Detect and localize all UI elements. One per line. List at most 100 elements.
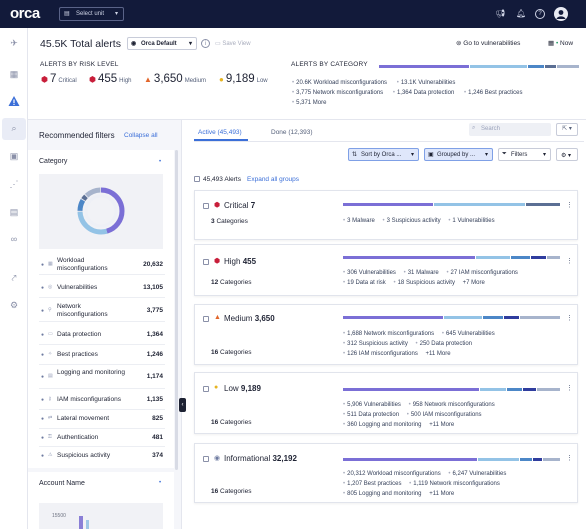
breakdown-item[interactable]: • 1,207 Best practices xyxy=(343,481,402,487)
breakdown-item[interactable]: • 3 Suspicious activity xyxy=(382,218,441,224)
view-select[interactable]: ◉ Orca Default ▾ xyxy=(127,37,197,50)
sort-select[interactable]: ⇅ Sort by Orca ... ▾ xyxy=(348,148,419,161)
filters-select[interactable]: ⏷ Filters ▾ xyxy=(498,148,551,161)
more-link[interactable]: +7 More xyxy=(462,280,485,286)
group-checkbox[interactable] xyxy=(203,203,209,209)
breakdown-item[interactable]: • 511 Data protection xyxy=(343,412,400,418)
breakdown-item[interactable]: • 126 IAM misconfigurations xyxy=(343,351,418,357)
search-icon[interactable]: ⌕ xyxy=(11,123,17,133)
select-all-checkbox[interactable] xyxy=(194,176,200,182)
filter-row[interactable]: ● ◎ Vulnerabilities 13,105 xyxy=(39,278,165,298)
more-options-icon[interactable]: ⋮ xyxy=(566,385,573,392)
breakdown-item[interactable]: • 1,688 Network misconfigurations xyxy=(343,331,435,337)
group-checkbox[interactable] xyxy=(203,259,209,265)
breakdown-item[interactable]: • 500 IAM misconfigurations xyxy=(406,412,482,418)
group-select[interactable]: ▣ Grouped by ... ▾ xyxy=(424,148,493,161)
more-link[interactable]: +11 More xyxy=(429,491,455,497)
expand-all-link[interactable]: Expand all groups xyxy=(247,176,300,183)
filter-row[interactable]: ● ▤ Logging and monitoring 1,174 xyxy=(39,365,165,389)
breakdown-item[interactable]: • 6,247 Vulnerabilities xyxy=(448,471,507,477)
category-legend-item[interactable]: • 5,371 More xyxy=(292,100,327,106)
group-checkbox[interactable] xyxy=(203,456,209,462)
help-icon[interactable]: ? xyxy=(535,9,545,19)
breakdown-item[interactable]: • 312 Suspicious activity xyxy=(343,341,408,347)
tab-done[interactable]: Done (12,393) xyxy=(271,129,313,136)
category-legend-item[interactable]: • 3,775 Network misconfigurations xyxy=(292,90,384,96)
settings-select[interactable]: ⚙ ▾ xyxy=(556,148,578,161)
orca-logo[interactable]: orca xyxy=(10,5,40,22)
search-input[interactable]: ⌕ Search xyxy=(469,123,551,136)
inventory-icon[interactable]: ▣ xyxy=(9,151,19,161)
integrations-icon[interactable]: ⤤ xyxy=(11,273,17,283)
risk-low[interactable]: ● 9,189 Low xyxy=(219,73,268,85)
compliance-icon[interactable]: ▤ xyxy=(9,207,19,217)
severity-group-medium[interactable]: ▲ Medium 3,650 16 Categories • 1,688 Netw… xyxy=(194,304,578,365)
megaphone-icon[interactable]: 📢︎ xyxy=(495,9,506,18)
filter-row[interactable]: ● ⚲ Network misconfigurations 3,775 xyxy=(39,300,165,322)
graph-icon[interactable]: ⋰ xyxy=(9,179,19,189)
breakdown-item[interactable]: • 805 Logging and monitoring xyxy=(343,491,422,497)
breakdown-item[interactable]: • 958 Network misconfigurations xyxy=(408,402,495,408)
severity-group-high[interactable]: ⬢ High 455 12 Categories • 306 Vulnerabil… xyxy=(194,244,578,296)
alerts-icon[interactable] xyxy=(7,94,21,108)
more-options-icon[interactable]: ⋮ xyxy=(566,315,573,322)
goto-vulnerabilities-link[interactable]: ⊚ Go to vulnerabilities xyxy=(456,39,520,47)
risk-critical[interactable]: ⬢ 7 Critical xyxy=(41,73,77,85)
breakdown-item[interactable]: • 645 Vulnerabilities xyxy=(441,331,495,337)
more-options-icon[interactable]: ⋮ xyxy=(566,202,573,209)
group-checkbox[interactable] xyxy=(203,386,209,392)
breakdown-item[interactable]: • 19 Data at risk xyxy=(343,280,386,286)
risk-high[interactable]: ⬢ 455 High xyxy=(89,73,132,85)
rocket-icon[interactable]: ✈ xyxy=(10,38,18,48)
filter-row[interactable]: ● ▭ Data protection 1,364 xyxy=(39,325,165,345)
breakdown-item[interactable]: • 3 Malware xyxy=(343,218,375,224)
breakdown-item[interactable]: • 27 IAM misconfigurations xyxy=(446,270,518,276)
more-options-icon[interactable]: ⋮ xyxy=(566,258,573,265)
filter-row[interactable]: ● ⚠ Suspicious activity 374 xyxy=(39,447,165,465)
category-legend-item[interactable]: • 13.1K Vulnerabilities xyxy=(396,80,456,86)
tab-active[interactable]: Active (45,493) xyxy=(198,129,242,136)
account-bar[interactable] xyxy=(79,516,83,529)
breakdown-item[interactable]: • 18 Suspicious activity xyxy=(393,280,455,286)
risk-medium[interactable]: ▲ 3,650 Medium xyxy=(144,73,206,85)
more-link[interactable]: +11 More xyxy=(429,422,455,428)
time-range-selector[interactable]: ▦ • Now xyxy=(548,39,573,47)
filter-row[interactable]: ● ⚿ Authentication 481 xyxy=(39,429,165,447)
bell-icon[interactable]: 🔔︎ xyxy=(516,9,527,18)
account-bar[interactable] xyxy=(86,520,89,529)
severity-group-informational[interactable]: ◉ Informational 32,192 16 Categories • 20… xyxy=(194,443,578,503)
export-button[interactable]: ⇱ ▾ xyxy=(556,123,578,136)
collapse-all-link[interactable]: Collapse all xyxy=(124,132,158,139)
category-legend-item[interactable]: • 1,364 Data protection xyxy=(392,90,455,96)
breakdown-item[interactable]: • 31 Malware xyxy=(403,270,439,276)
breakdown-item[interactable]: • 250 Data protection xyxy=(415,341,473,347)
info-icon[interactable]: i xyxy=(201,39,210,48)
settings-icon[interactable]: ⚙ xyxy=(9,300,19,310)
severity-group-critical[interactable]: ⬢ Critical 7 3 Categories • 3 Malware • 3 … xyxy=(194,190,578,240)
binoculars-icon[interactable]: ∞ xyxy=(10,234,18,244)
account-filter-title[interactable]: Account Name xyxy=(39,480,85,487)
filter-scrollbar[interactable] xyxy=(175,150,178,470)
severity-group-low[interactable]: ● Low 9,189 16 Categories • 5,906 Vulnera… xyxy=(194,372,578,434)
breakdown-item[interactable]: • 1,119 Network misconfigurations xyxy=(409,481,500,487)
group-checkbox[interactable] xyxy=(203,316,209,322)
category-legend-item[interactable]: • 1,246 Best practices xyxy=(464,90,523,96)
save-view-button[interactable]: ▭ Save View xyxy=(215,40,251,47)
more-options-icon[interactable]: ⋮ xyxy=(566,455,573,462)
filter-row[interactable]: ● ⚷ IAM misconfigurations 1,135 xyxy=(39,390,165,410)
breakdown-item[interactable]: • 1 Vulnerabilities xyxy=(448,218,495,224)
breakdown-item[interactable]: • 5,906 Vulnerabilities xyxy=(343,402,401,408)
user-avatar-icon[interactable] xyxy=(554,7,568,21)
filter-row[interactable]: ● ✧ Best practices 1,246 xyxy=(39,345,165,365)
filter-row[interactable]: ● ⇄ Lateral movement 825 xyxy=(39,410,165,429)
filter-row[interactable]: ● ▦ Workload misconfigurations 20,632 xyxy=(39,255,165,275)
unit-select[interactable]: ▤ Select unit ▾ xyxy=(59,7,124,21)
category-filter-title[interactable]: Category xyxy=(39,158,68,165)
breakdown-item[interactable]: • 360 Logging and monitoring xyxy=(343,422,422,428)
category-legend-item[interactable]: • 20.6K Workload misconfigurations xyxy=(292,80,388,86)
breakdown-item[interactable]: • 306 Vulnerabilities xyxy=(343,270,396,276)
more-link[interactable]: +11 More xyxy=(425,351,451,357)
breakdown-item[interactable]: • 20,312 Workload misconfigurations xyxy=(343,471,441,477)
dashboard-icon[interactable]: ▦ xyxy=(9,69,19,79)
panel-collapse-handle[interactable]: ‹ xyxy=(179,398,186,412)
